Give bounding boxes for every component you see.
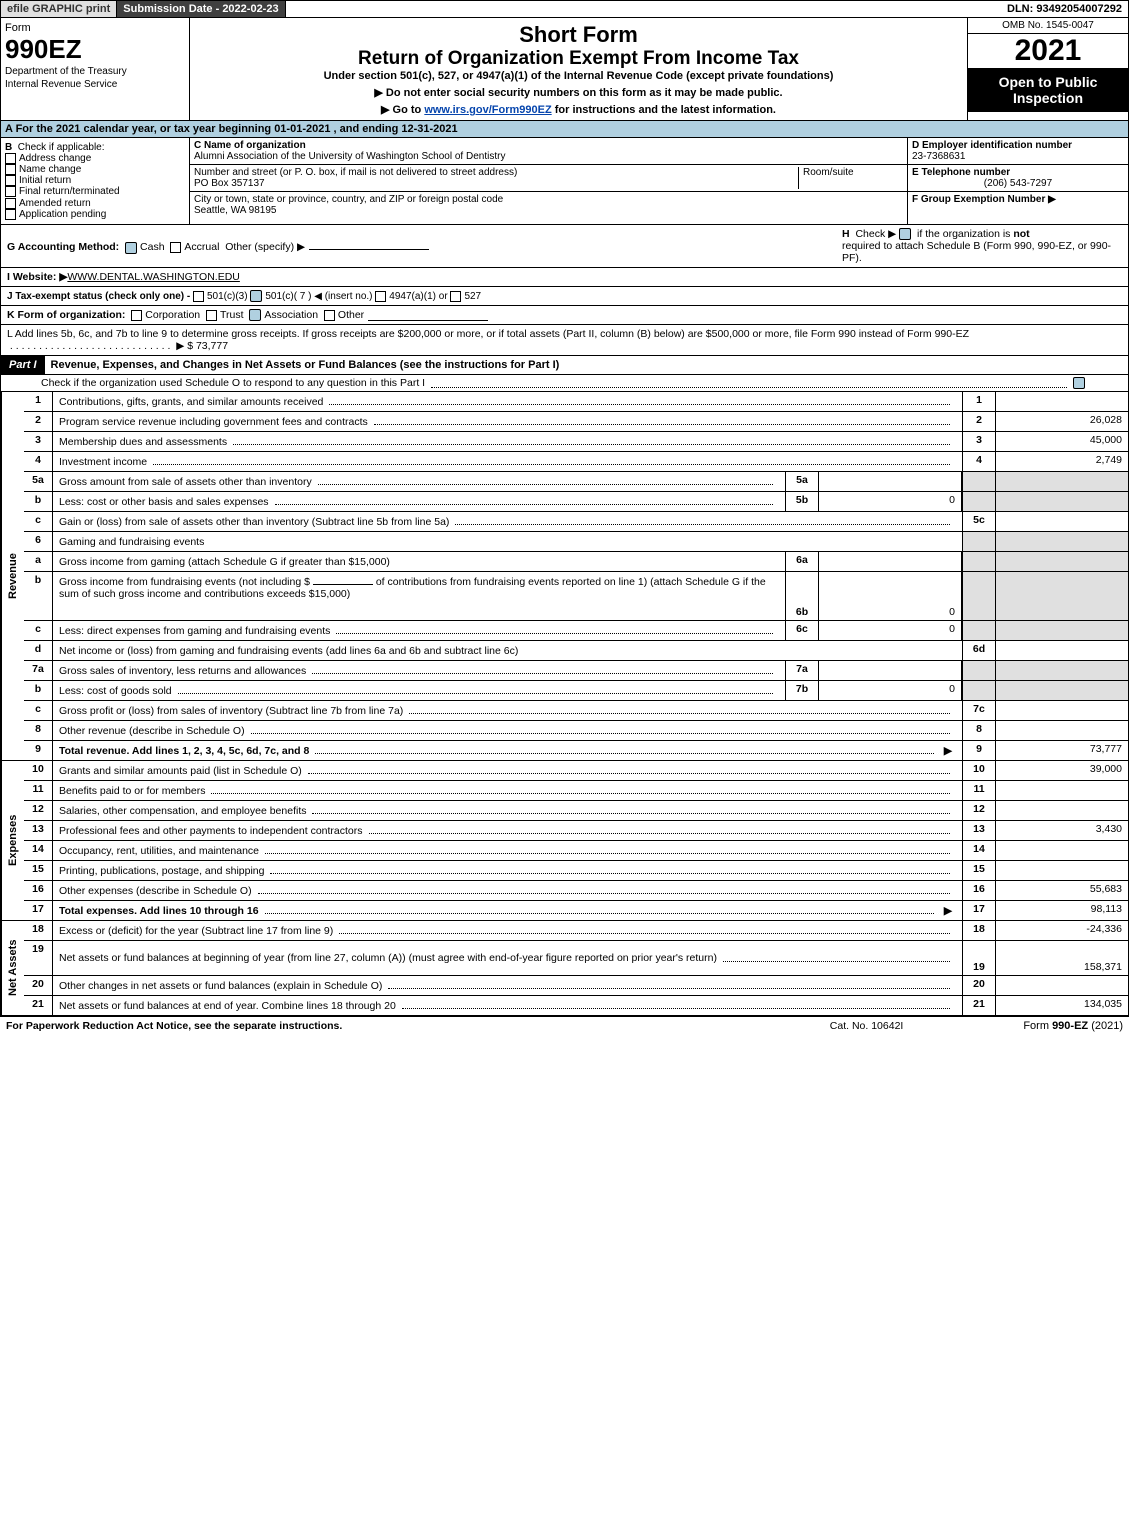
c-label: C Name of organization <box>194 140 306 151</box>
part-i-label: Part I <box>1 356 45 374</box>
dln: DLN: 93492054007292 <box>1001 1 1128 17</box>
checkbox-accrual[interactable] <box>170 242 181 253</box>
part-i-title: Revenue, Expenses, and Changes in Net As… <box>45 356 1128 374</box>
checkbox-corp[interactable] <box>131 310 142 321</box>
omb: OMB No. 1545-0047 <box>968 18 1128 34</box>
checkbox-pending[interactable] <box>5 209 16 220</box>
sched-o-text: Check if the organization used Schedule … <box>41 377 425 389</box>
checkbox-amended[interactable] <box>5 198 16 209</box>
checkbox-sched-o[interactable] <box>1073 377 1085 389</box>
checkbox-501c[interactable] <box>250 290 262 302</box>
sidebar-net: Net Assets <box>1 921 24 1015</box>
website[interactable]: WWW.DENTAL.WASHINGTON.EDU <box>67 271 239 283</box>
open-public: Open to Public Inspection <box>968 68 1128 112</box>
phone: (206) 543-7297 <box>912 178 1124 189</box>
room-suite: Room/suite <box>798 167 903 189</box>
sidebar-revenue: Revenue <box>1 392 24 760</box>
e-label: E Telephone number <box>912 167 1010 178</box>
f-label: F Group Exemption Number ▶ <box>912 194 1056 205</box>
org-city: Seattle, WA 98195 <box>194 205 276 216</box>
row-g-label: G Accounting Method: <box>7 241 119 253</box>
top-bar: efile GRAPHIC print Submission Date - 20… <box>0 0 1129 18</box>
checkbox-527[interactable] <box>450 291 461 302</box>
row-j-label: J Tax-exempt status (check only one) - <box>7 291 190 302</box>
year: 2021 <box>968 34 1128 68</box>
form-number: 990EZ <box>5 34 185 65</box>
checkbox-assoc[interactable] <box>249 309 261 321</box>
main-title: Return of Organization Exempt From Incom… <box>194 48 963 70</box>
footer-left: For Paperwork Reduction Act Notice, see … <box>6 1020 830 1032</box>
checkbox-other[interactable] <box>324 310 335 321</box>
org-name: Alumni Association of the University of … <box>194 151 505 162</box>
subtitle: Under section 501(c), 527, or 4947(a)(1)… <box>194 70 963 82</box>
row-i-label: I Website: ▶ <box>7 271 67 283</box>
requested-tag: Submission Date - 2022-02-23 <box>117 1 285 17</box>
row-a: A For the 2021 calendar year, or tax yea… <box>0 121 1129 138</box>
col-b: B Check if applicable: Address change Na… <box>1 138 190 224</box>
checkbox-h[interactable] <box>899 228 911 240</box>
checkbox-501c3[interactable] <box>193 291 204 302</box>
checkbox-address-change[interactable] <box>5 153 16 164</box>
sidebar-expenses: Expenses <box>1 761 24 920</box>
efile-tag: efile GRAPHIC print <box>1 1 117 17</box>
row-k-label: K Form of organization: <box>7 309 125 321</box>
checkbox-name-change[interactable] <box>5 164 16 175</box>
row-l: L Add lines 5b, 6c, and 7b to line 9 to … <box>7 328 969 340</box>
org-address: PO Box 357137 <box>194 178 265 189</box>
footer-right: Form 990-EZ (2021) <box>1023 1020 1123 1032</box>
instr-2: ▶ Go to www.irs.gov/Form990EZ for instru… <box>194 103 963 116</box>
form-word: Form <box>5 22 185 34</box>
ein: 23-7368631 <box>912 151 965 162</box>
short-form: Short Form <box>194 22 963 48</box>
checkbox-trust[interactable] <box>206 310 217 321</box>
d-label: D Employer identification number <box>912 140 1072 151</box>
checkbox-4947[interactable] <box>375 291 386 302</box>
instr-1: ▶ Do not enter social security numbers o… <box>194 86 963 99</box>
checkbox-cash[interactable] <box>125 242 137 254</box>
checkbox-final-return[interactable] <box>5 186 16 197</box>
checkbox-initial-return[interactable] <box>5 175 16 186</box>
row-l-val: ▶ $ 73,777 <box>176 340 228 352</box>
footer-center: Cat. No. 10642I <box>830 1020 904 1032</box>
irs-link[interactable]: www.irs.gov/Form990EZ <box>424 104 551 116</box>
dept: Department of the Treasury Internal Reve… <box>5 65 185 91</box>
